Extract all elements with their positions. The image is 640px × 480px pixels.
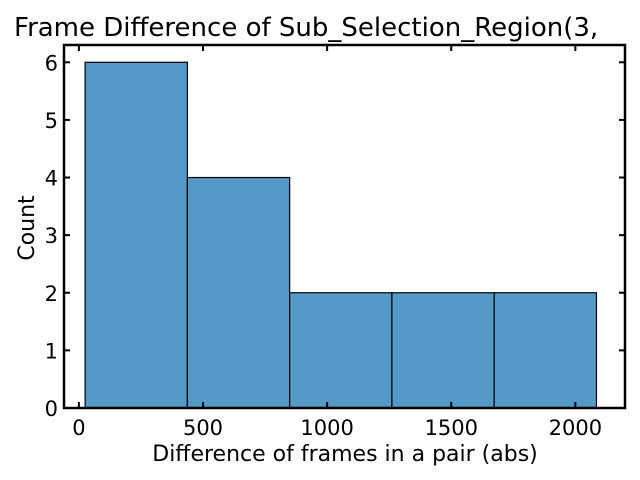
x-tick-label-1000: 1000 bbox=[300, 416, 353, 440]
y-tick-label-0: 0 bbox=[45, 397, 58, 421]
histogram-bar-2 bbox=[186, 176, 291, 409]
y-tick-label-5: 5 bbox=[45, 109, 58, 133]
y-tick-label-1: 1 bbox=[45, 339, 58, 363]
bars-group bbox=[84, 61, 598, 409]
chart-title: Frame Difference of Sub_Selection_Region… bbox=[14, 13, 598, 43]
x-tick-label-1500: 1500 bbox=[425, 416, 478, 440]
y-tick-label-6: 6 bbox=[45, 51, 58, 75]
x-axis-ticks: 0 500 1000 1500 2000 bbox=[72, 45, 602, 440]
x-tick-label-0: 0 bbox=[72, 416, 85, 440]
x-axis-label: Difference of frames in a pair (abs) bbox=[152, 442, 538, 467]
histogram-bar-4 bbox=[391, 292, 495, 409]
histogram-bar-5 bbox=[493, 292, 598, 409]
y-tick-label-2: 2 bbox=[45, 282, 58, 306]
y-axis-ticks: 0 1 2 3 4 5 6 bbox=[45, 51, 625, 421]
x-tick-label-500: 500 bbox=[183, 416, 223, 440]
y-tick-label-3: 3 bbox=[45, 224, 58, 248]
histogram-bar-3 bbox=[289, 292, 393, 409]
histogram-bar-1 bbox=[84, 61, 188, 409]
plot-frame bbox=[62, 43, 627, 410]
x-tick-label-2000: 2000 bbox=[549, 416, 602, 440]
y-axis-label: Count bbox=[15, 195, 40, 261]
y-tick-label-4: 4 bbox=[45, 167, 58, 191]
